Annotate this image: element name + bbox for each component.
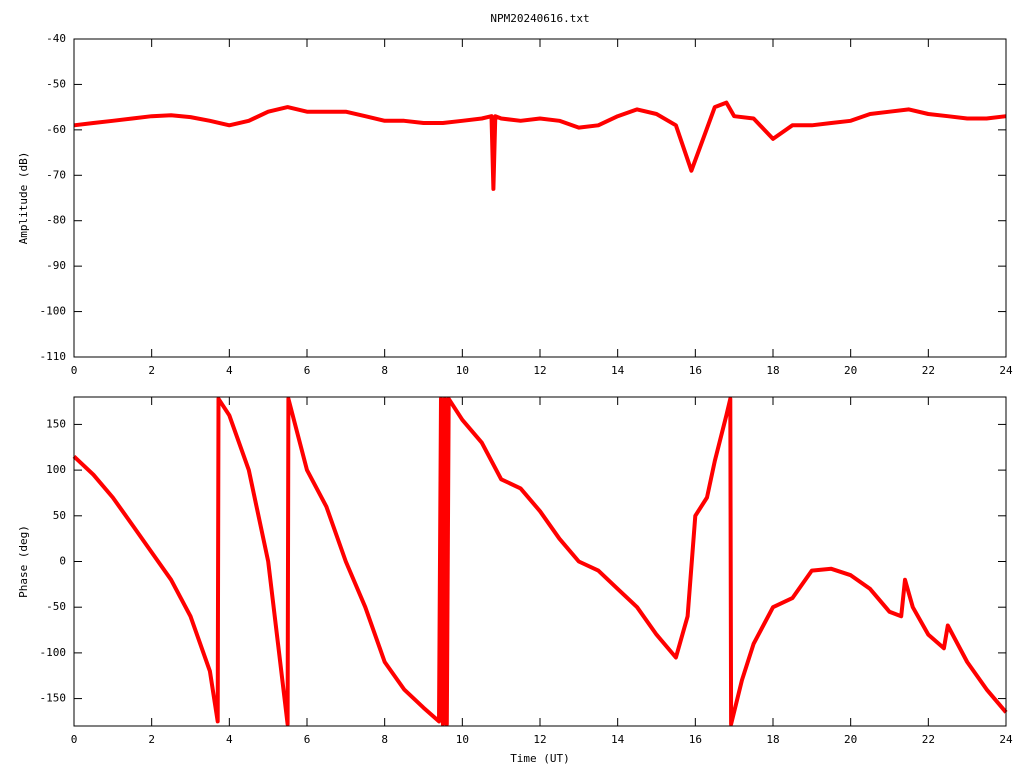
y-tick-label: -100 (40, 646, 67, 659)
x-tick-label: 16 (689, 364, 702, 377)
data-line (72, 396, 1008, 727)
y-tick-label: -50 (46, 77, 66, 90)
x-tick-label: 4 (226, 733, 233, 746)
y-tick-label: -80 (46, 214, 66, 227)
x-tick-label: 4 (226, 364, 233, 377)
x-tick-label: 6 (304, 364, 311, 377)
y-tick-label: 150 (46, 417, 66, 430)
x-tick-label: 16 (689, 733, 702, 746)
y-tick-label: -150 (40, 692, 67, 705)
y-tick-label: -110 (40, 350, 67, 363)
x-tick-label: 14 (611, 364, 625, 377)
plot-frame (73, 38, 1007, 358)
x-tick-label: 22 (922, 733, 935, 746)
x-tick-label: 6 (304, 733, 311, 746)
x-tick-label: 12 (533, 364, 546, 377)
y-tick-label: 0 (59, 555, 66, 568)
y-tick-label: -100 (40, 305, 67, 318)
data-line (73, 100, 1007, 191)
x-tick-label: 18 (766, 733, 779, 746)
x-tick-label: 8 (381, 733, 388, 746)
x-tick-label: 20 (844, 364, 857, 377)
x-tick-label: 2 (148, 364, 155, 377)
x-tick-label: 24 (999, 733, 1013, 746)
x-axis-label: Time (UT) (510, 752, 570, 765)
chart-title: NPM20240616.txt (490, 12, 589, 25)
y-tick-label: 50 (53, 509, 66, 522)
x-tick-label: 18 (766, 364, 779, 377)
x-tick-label: 0 (71, 733, 78, 746)
x-tick-label: 8 (381, 364, 388, 377)
y-tick-label: -50 (46, 600, 66, 613)
x-tick-label: 20 (844, 733, 857, 746)
y-tick-label: -90 (46, 259, 66, 272)
y-axis-label: Phase (deg) (17, 525, 30, 598)
x-tick-label: 0 (71, 364, 78, 377)
plot-frame (73, 396, 1007, 727)
x-tick-label: 10 (456, 733, 469, 746)
y-tick-label: -70 (46, 168, 66, 181)
x-tick-label: 10 (456, 364, 469, 377)
x-tick-label: 12 (533, 733, 546, 746)
y-tick-label: 100 (46, 463, 66, 476)
x-tick-label: 14 (611, 733, 625, 746)
x-tick-label: 2 (148, 733, 155, 746)
x-tick-label: 24 (999, 364, 1013, 377)
y-tick-label: -60 (46, 123, 66, 136)
x-tick-label: 22 (922, 364, 935, 377)
y-axis-label: Amplitude (dB) (17, 152, 30, 245)
y-tick-label: -40 (46, 32, 66, 45)
